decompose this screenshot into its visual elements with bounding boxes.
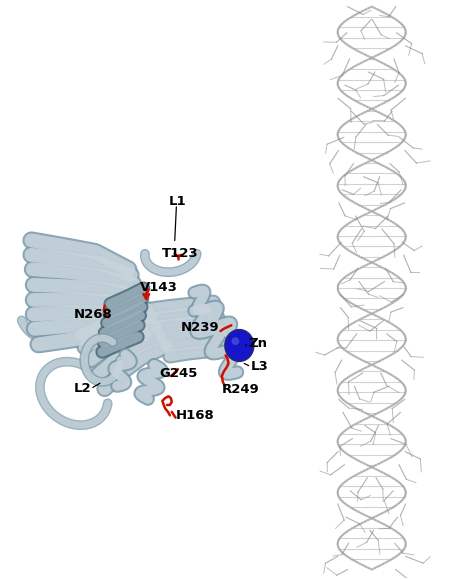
Text: V143: V143 <box>140 281 178 294</box>
Text: L3: L3 <box>251 360 269 373</box>
Text: Zn: Zn <box>249 337 268 350</box>
Text: N268: N268 <box>74 309 113 321</box>
Ellipse shape <box>231 337 239 345</box>
Text: H168: H168 <box>175 409 214 422</box>
Text: N239: N239 <box>180 321 219 334</box>
Text: L1: L1 <box>168 195 186 208</box>
Text: T123: T123 <box>162 247 199 259</box>
Text: G245: G245 <box>159 367 197 380</box>
Text: R249: R249 <box>222 383 260 396</box>
Text: L2: L2 <box>74 382 91 395</box>
Ellipse shape <box>225 330 254 361</box>
